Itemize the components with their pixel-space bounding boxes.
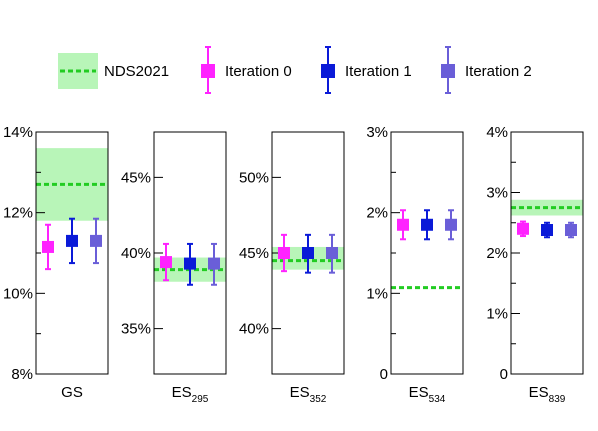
data-point <box>445 209 457 241</box>
legend-marker <box>201 64 215 78</box>
category-label: ES352 <box>290 384 327 405</box>
data-marker <box>326 247 338 259</box>
category-label-main: ES <box>172 384 192 401</box>
y-tick-label: 35% <box>121 321 151 338</box>
category-label-main: ES <box>529 384 549 401</box>
data-point <box>90 217 102 265</box>
legend-marker <box>321 64 335 78</box>
y-tick-label: 14% <box>3 124 33 141</box>
data-marker <box>445 218 457 231</box>
y-tick-label: 2% <box>366 205 388 222</box>
data-point <box>517 220 529 238</box>
panel-frame <box>510 131 584 375</box>
data-marker <box>421 218 433 231</box>
legend-entry: Iteration 0 <box>201 46 292 94</box>
data-marker <box>90 234 102 247</box>
legend-entry: Iteration 2 <box>441 46 532 94</box>
legend-label: Iteration 1 <box>345 63 412 80</box>
data-point <box>278 233 290 273</box>
category-label-subscript: 534 <box>429 394 446 405</box>
legend-marker <box>441 64 455 78</box>
y-tick-label: 1% <box>486 306 508 323</box>
data-marker <box>278 247 290 259</box>
legend-label: NDS2021 <box>104 63 169 80</box>
y-tick-label: 50% <box>239 169 269 186</box>
data-point <box>184 242 196 286</box>
chart-panel: 0 1% 2% 3% 4% ES839 <box>486 124 584 405</box>
y-tick-label: 0 <box>380 366 388 383</box>
category-label: ES534 <box>409 384 446 405</box>
y-tick-label: 0 <box>500 366 508 383</box>
chart-panel: 0 1% 2% 3% ES534 <box>366 124 464 405</box>
y-tick-label: 1% <box>366 285 388 302</box>
y-tick-label: 8% <box>11 366 33 383</box>
data-marker <box>42 240 54 253</box>
data-point <box>397 209 409 241</box>
data-point <box>421 209 433 241</box>
data-point <box>302 233 314 274</box>
panel-frame <box>390 131 464 375</box>
data-marker <box>565 224 577 237</box>
legend-label: Iteration 0 <box>225 63 292 80</box>
category-label-subscript: 352 <box>310 394 327 405</box>
data-point <box>541 221 553 239</box>
chart-panel: 40% 45% 50% ES352 <box>239 131 345 405</box>
y-tick-label: 45% <box>239 245 269 262</box>
legend-entry: Iteration 1 <box>321 46 412 94</box>
data-point <box>326 233 338 274</box>
legend-label: Iteration 2 <box>465 63 532 80</box>
data-point <box>66 217 78 265</box>
category-label: ES839 <box>529 384 566 405</box>
category-label-main: ES <box>290 384 310 401</box>
legend-entry: NDS2021 <box>58 53 169 89</box>
category-label-main: GS <box>61 384 83 401</box>
data-marker <box>541 224 553 237</box>
data-marker <box>208 257 220 270</box>
legend: NDS2021 Iteration 0 Iteration 1 Iteration 2 <box>58 46 532 94</box>
y-tick-label: 40% <box>239 321 269 338</box>
y-tick-label: 4% <box>486 124 508 141</box>
data-point <box>42 223 54 271</box>
category-label-main: ES <box>409 384 429 401</box>
data-marker <box>184 257 196 270</box>
y-tick-label: 2% <box>486 245 508 262</box>
y-tick-label: 3% <box>486 185 508 202</box>
category-label-subscript: 295 <box>192 394 209 405</box>
data-marker <box>517 222 529 235</box>
data-point <box>565 221 577 239</box>
y-tick-label: 45% <box>121 169 151 186</box>
data-marker <box>66 234 78 247</box>
data-point <box>160 242 172 282</box>
chart-panel: 35% 40% 45% ES295 <box>121 131 227 405</box>
data-marker <box>302 247 314 259</box>
data-marker <box>397 218 409 231</box>
category-label: ES295 <box>172 384 209 405</box>
y-tick-label: 10% <box>3 285 33 302</box>
category-label-subscript: 839 <box>549 394 566 405</box>
y-tick-label: 12% <box>3 205 33 222</box>
chart-panel: 8% 10% 12% 14% GS <box>3 124 109 401</box>
y-tick-label: 3% <box>366 124 388 141</box>
y-tick-label: 40% <box>121 245 151 262</box>
data-marker <box>160 256 172 269</box>
data-point <box>208 242 220 286</box>
category-label: GS <box>61 384 83 401</box>
